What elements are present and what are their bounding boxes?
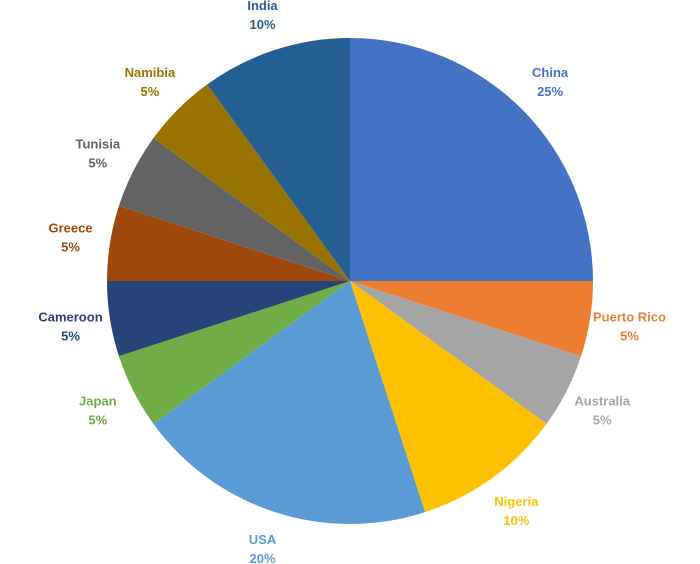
slice-category-label: Tunisia [76, 137, 121, 152]
slice-percent-label: 10% [503, 513, 529, 528]
slice-label-puerto-rico: Puerto Rico 5% [593, 309, 666, 343]
slice-percent-label: 5% [141, 84, 160, 99]
slice-label-china: China 25% [532, 65, 569, 99]
slice-percent-label: 5% [620, 328, 639, 343]
pie-slice-tunisia [118, 138, 350, 281]
slice-category-label: Namibia [125, 65, 176, 80]
slice-label-namibia: Namibia 5% [125, 65, 176, 99]
slice-percent-label: 25% [537, 84, 563, 99]
slice-category-label: Japan [79, 394, 117, 409]
slice-label-tunisia: Tunisia 5% [76, 137, 121, 171]
slice-label-usa: USA 20% [249, 532, 277, 564]
slice-category-label: Greece [48, 221, 92, 236]
slice-label-australia: Australia 5% [574, 394, 630, 428]
pie-slice-cameroon [107, 281, 350, 357]
slice-category-label: Australia [574, 394, 630, 409]
slice-percent-label: 5% [61, 328, 80, 343]
pie-slice-greece [107, 205, 350, 281]
slice-label-japan: Japan 5% [79, 394, 117, 428]
pie-slice-india [207, 38, 350, 281]
pie-slice-puerto-rico [350, 281, 593, 357]
slice-category-label: Puerto Rico [593, 309, 666, 324]
pie-slice-australia [350, 281, 582, 424]
slice-category-label: Cameroon [38, 309, 102, 324]
pie-slices [107, 38, 593, 525]
slice-percent-label: 5% [593, 413, 612, 428]
slice-percent-label: 5% [88, 156, 107, 171]
slice-label-nigeria: Nigeria 10% [494, 494, 539, 528]
pie-slice-namibia [153, 84, 350, 281]
slice-percent-label: 10% [249, 17, 275, 32]
slice-percent-label: 5% [88, 413, 107, 428]
pie-slice-japan [118, 281, 350, 424]
slice-percent-label: 5% [61, 240, 80, 255]
slice-category-label: India [247, 0, 278, 13]
slice-label-india: India 10% [247, 0, 278, 32]
slice-category-label: China [532, 65, 569, 80]
pie-slice-china [350, 38, 593, 281]
slice-label-cameroon: Cameroon 5% [38, 309, 102, 343]
slice-percent-label: 20% [249, 551, 275, 564]
slice-label-greece: Greece 5% [48, 221, 92, 255]
slice-labels: China 25% Puerto Rico 5% Australia 5% Nigeria 1… [38, 0, 666, 564]
slice-category-label: USA [249, 532, 277, 547]
pie-slice-nigeria [350, 281, 547, 513]
slice-category-label: Nigeria [494, 494, 539, 509]
pie-slice-usa [153, 281, 426, 525]
